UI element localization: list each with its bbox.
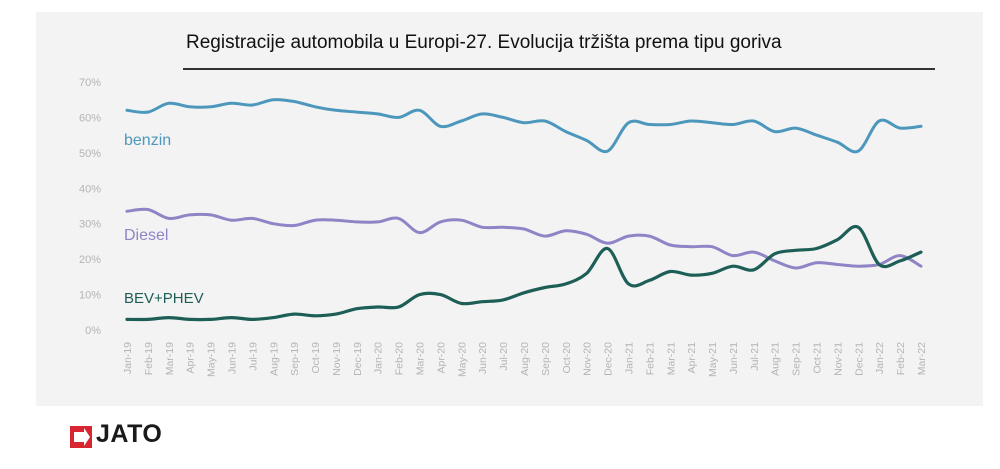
- title-underline: [183, 68, 935, 70]
- x-tick-label: May-21: [707, 342, 719, 377]
- x-tick-label: Sep-19: [289, 342, 301, 376]
- x-tick-label: Jul-20: [498, 342, 510, 371]
- series-line-diesel: [125, 207, 923, 270]
- series-line-benzin: [125, 98, 923, 154]
- series-labels: benzin Diesel BEV+PHEV: [124, 132, 204, 307]
- x-tick-label: Oct-19: [310, 342, 322, 374]
- x-tick-label: May-19: [206, 342, 218, 377]
- x-tick-label: Apr-21: [686, 342, 698, 374]
- x-tick-label: May-20: [456, 342, 468, 377]
- x-tick-label: Aug-19: [268, 342, 280, 376]
- x-tick-label: Apr-19: [185, 342, 197, 374]
- x-tick-label: Dec-21: [853, 342, 865, 376]
- x-tick-label: Aug-20: [519, 342, 531, 376]
- series-lines: [125, 98, 923, 322]
- x-tick-label: Feb-19: [143, 342, 155, 375]
- series-label: benzin: [124, 132, 171, 149]
- x-tick-label: Oct-21: [812, 342, 824, 374]
- y-tick-label: 10%: [79, 290, 101, 302]
- y-tick-label: 30%: [79, 219, 101, 231]
- y-tick-label: 70%: [79, 77, 101, 89]
- series-line-bev-phev: [125, 224, 923, 322]
- x-tick-label: Mar-19: [164, 342, 176, 375]
- x-tick-label: Aug-21: [770, 342, 782, 376]
- x-tick-label: Dec-20: [603, 342, 615, 376]
- x-tick-label: Oct-20: [561, 342, 573, 374]
- x-tick-label: Jun-19: [226, 342, 238, 374]
- y-tick-label: 60%: [79, 112, 101, 124]
- x-tick-label: Sep-20: [540, 342, 552, 376]
- chart-panel: [36, 12, 983, 406]
- y-axis: 0% 10% 20% 30% 40% 50% 60% 70%: [79, 77, 101, 337]
- x-tick-label: Mar-21: [665, 342, 677, 375]
- series-label: Diesel: [124, 227, 168, 244]
- x-tick-label: Jul-21: [749, 342, 761, 371]
- x-tick-label: Mar-22: [916, 342, 928, 375]
- x-tick-label: Jun-21: [728, 342, 740, 374]
- x-tick-label: Nov-19: [331, 342, 343, 376]
- x-tick-label: Apr-20: [435, 342, 447, 374]
- chart-title: Registracije automobila u Europi-27. Evo…: [186, 32, 782, 53]
- x-tick-label: Sep-21: [791, 342, 803, 376]
- y-tick-label: 0%: [85, 325, 101, 337]
- x-tick-label: Feb-22: [895, 342, 907, 375]
- x-tick-label: Jan-19: [122, 342, 134, 374]
- jato-logo-text: JATO: [96, 420, 163, 448]
- x-tick-label: Jun-20: [477, 342, 489, 374]
- x-tick-label: Mar-20: [415, 342, 427, 375]
- x-tick-label: Dec-19: [352, 342, 364, 376]
- x-tick-label: Feb-20: [394, 342, 406, 375]
- x-tick-label: Jan-22: [874, 342, 886, 374]
- x-tick-label: Jul-19: [247, 342, 259, 371]
- y-tick-label: 50%: [79, 148, 101, 160]
- x-axis: Jan-19 Feb-19 Mar-19 Apr-19 May-19 Jun-19 Jul-…: [122, 342, 928, 377]
- series-label: BEV+PHEV: [124, 290, 204, 307]
- x-tick-label: Feb-21: [644, 342, 656, 375]
- y-tick-label: 20%: [79, 254, 101, 266]
- jato-logo-mark-icon: [70, 426, 92, 448]
- x-tick-label: Jan-21: [623, 342, 635, 374]
- x-tick-label: Nov-20: [582, 342, 594, 376]
- x-tick-label: Jan-20: [373, 342, 385, 374]
- x-tick-label: Nov-21: [832, 342, 844, 376]
- y-tick-label: 40%: [79, 183, 101, 195]
